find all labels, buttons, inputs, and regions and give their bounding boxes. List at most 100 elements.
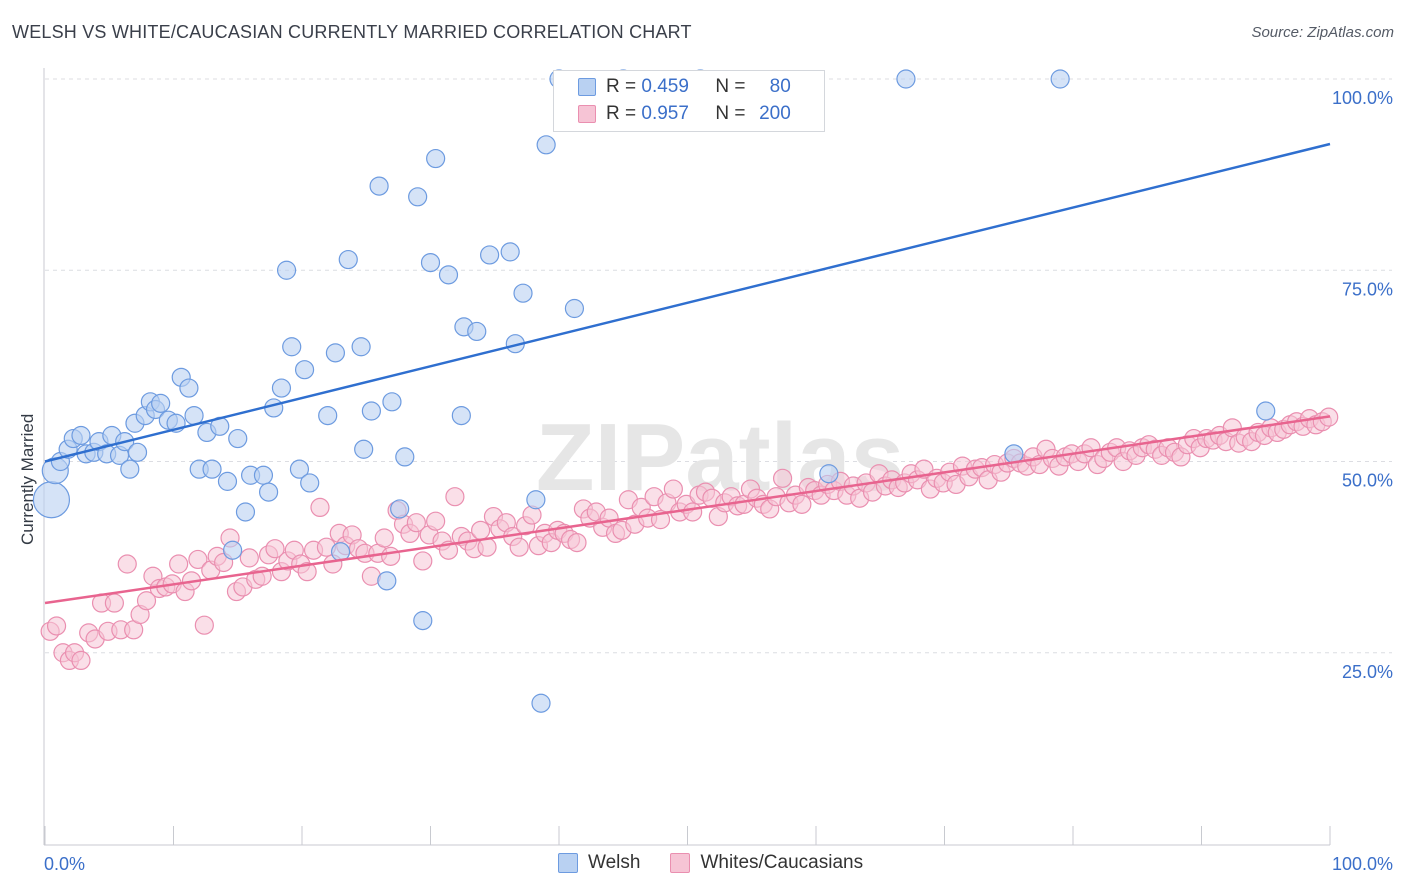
y-tick-label: 75.0%	[1342, 279, 1393, 299]
whites-point	[374, 528, 394, 548]
welsh-point	[338, 249, 358, 270]
legend-r-label: R =	[606, 76, 637, 97]
welsh-n-value: 80	[769, 76, 791, 97]
welsh-point	[480, 245, 500, 265]
welsh-point	[271, 378, 292, 398]
welsh-point	[377, 571, 397, 591]
welsh-point	[390, 499, 410, 519]
whites-point	[471, 520, 491, 540]
whites-point	[406, 513, 426, 533]
welsh-point	[264, 398, 284, 418]
whites-point	[772, 468, 793, 488]
welsh-point	[395, 447, 415, 467]
welsh-point	[1256, 401, 1276, 421]
whites-legend-label: Whites/Caucasians	[700, 852, 864, 873]
legend-row-welsh: R = 0.459 N = 80	[554, 74, 791, 100]
whites-point	[310, 497, 330, 517]
welsh-point	[235, 502, 256, 522]
welsh-point	[325, 343, 346, 363]
whites-point	[426, 511, 446, 531]
whites-point	[792, 494, 812, 514]
welsh-point	[151, 393, 171, 413]
whites-point	[297, 562, 317, 582]
trend-lines	[44, 142, 1331, 605]
series-legend: Welsh Whites/Caucasians	[558, 852, 863, 874]
x-tick-label-right: 100.0%	[1332, 854, 1393, 874]
welsh-trend-line	[44, 142, 1331, 463]
welsh-point	[451, 406, 471, 426]
whites-point	[381, 546, 401, 566]
whites-point	[169, 554, 189, 574]
welsh-point	[179, 378, 199, 398]
welsh-point	[513, 283, 533, 303]
welsh-point	[223, 540, 243, 560]
welsh-point	[127, 442, 148, 462]
welsh-r-value: 0.459	[641, 76, 689, 97]
y-tick-label: 100.0%	[1332, 88, 1393, 108]
welsh-point	[228, 428, 248, 449]
welsh-point	[289, 459, 310, 479]
welsh-point	[819, 464, 839, 484]
welsh-point	[32, 481, 71, 519]
welsh-point	[500, 242, 520, 262]
welsh-point	[426, 148, 446, 169]
whites-point	[46, 616, 67, 636]
welsh-point	[294, 360, 315, 380]
whites-point	[136, 591, 157, 611]
legend-n-label: N =	[715, 76, 746, 97]
whites-point	[239, 548, 259, 568]
chart-title: WELSH VS WHITE/CAUCASIAN CURRENTLY MARRI…	[12, 22, 692, 42]
whites-point	[663, 479, 683, 499]
welsh-point	[536, 135, 556, 155]
welsh-point	[467, 321, 487, 342]
welsh-point	[420, 253, 441, 273]
whites-point	[188, 549, 208, 570]
whites-point	[567, 532, 587, 553]
welsh-swatch	[578, 78, 596, 96]
y-tick-labels: 25.0% 50.0% 75.0% 100.0%	[1332, 88, 1393, 682]
whites-point	[117, 554, 137, 574]
whites-trend-line	[44, 415, 1331, 605]
whites-point	[683, 502, 703, 522]
welsh-legend-label: Welsh	[588, 852, 641, 873]
welsh-points	[32, 69, 1276, 713]
welsh-point	[120, 459, 140, 479]
legend-r-label: R =	[606, 103, 637, 124]
welsh-legend-swatch	[558, 853, 578, 873]
whites-r-value: 0.957	[641, 103, 689, 124]
welsh-point	[276, 260, 297, 280]
welsh-point	[282, 337, 302, 357]
welsh-point	[408, 187, 428, 207]
whites-legend-swatch	[670, 853, 691, 873]
axes	[43, 68, 1331, 846]
legend-row-whites: R = 0.957 N = 200	[554, 101, 791, 127]
welsh-point	[531, 693, 551, 713]
welsh-point	[217, 471, 238, 491]
welsh-point	[318, 406, 338, 426]
legend-n-label: N =	[715, 103, 746, 124]
welsh-point	[896, 69, 916, 89]
whites-n-value: 200	[759, 103, 791, 124]
welsh-point	[361, 401, 381, 421]
welsh-point	[351, 337, 371, 357]
welsh-point	[258, 482, 279, 502]
whites-point	[413, 551, 433, 571]
whites-swatch	[578, 105, 596, 123]
welsh-point	[354, 439, 374, 459]
y-tick-label: 50.0%	[1342, 471, 1393, 491]
welsh-point	[1050, 69, 1070, 89]
welsh-point	[526, 490, 546, 510]
stats-legend: R = 0.459 N = 80 R = 0.957 N = 200	[553, 70, 825, 132]
whites-point	[71, 650, 91, 671]
x-tick-label-left: 0.0%	[44, 854, 85, 874]
y-tick-label: 25.0%	[1342, 662, 1393, 682]
welsh-point	[71, 425, 91, 446]
whites-point	[445, 487, 465, 507]
whites-point	[265, 539, 285, 559]
welsh-point	[438, 265, 459, 285]
welsh-point	[413, 611, 433, 631]
welsh-point	[564, 298, 585, 319]
welsh-point	[253, 465, 274, 485]
whites-point	[104, 593, 124, 613]
